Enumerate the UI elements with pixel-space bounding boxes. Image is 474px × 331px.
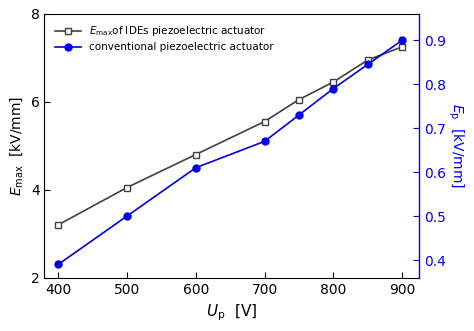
conventional piezoelectric actuator: [124, 214, 130, 218]
conventional piezoelectric actuator: [193, 166, 199, 170]
$E_{\mathrm{max}}$of IDEs piezoelectric actuator: [124, 186, 130, 190]
$E_{\mathrm{max}}$of IDEs piezoelectric actuator: [330, 80, 336, 84]
Line: $E_{\mathrm{max}}$of IDEs piezoelectric actuator: $E_{\mathrm{max}}$of IDEs piezoelectric …: [55, 43, 406, 228]
conventional piezoelectric actuator: [399, 38, 405, 42]
conventional piezoelectric actuator: [365, 63, 371, 67]
Y-axis label: $E_{\mathrm{p}}$  [kV/mm]: $E_{\mathrm{p}}$ [kV/mm]: [447, 103, 465, 188]
$E_{\mathrm{max}}$of IDEs piezoelectric actuator: [365, 58, 371, 62]
conventional piezoelectric actuator: [55, 262, 61, 266]
$E_{\mathrm{max}}$of IDEs piezoelectric actuator: [193, 153, 199, 157]
$E_{\mathrm{max}}$of IDEs piezoelectric actuator: [262, 119, 267, 123]
conventional piezoelectric actuator: [296, 113, 302, 117]
$E_{\mathrm{max}}$of IDEs piezoelectric actuator: [55, 223, 61, 227]
$E_{\mathrm{max}}$of IDEs piezoelectric actuator: [399, 45, 405, 49]
Legend: $E_{\mathrm{max}}$of IDEs piezoelectric actuator, conventional piezoelectric act: $E_{\mathrm{max}}$of IDEs piezoelectric …: [50, 19, 279, 58]
Y-axis label: $E_{\mathrm{max}}$  [kV/mm]: $E_{\mathrm{max}}$ [kV/mm]: [9, 96, 25, 196]
X-axis label: $\mathit{U}_{\mathrm{p}}$  [V]: $\mathit{U}_{\mathrm{p}}$ [V]: [206, 302, 257, 323]
conventional piezoelectric actuator: [262, 139, 267, 143]
conventional piezoelectric actuator: [330, 87, 336, 91]
$E_{\mathrm{max}}$of IDEs piezoelectric actuator: [296, 98, 302, 102]
Line: conventional piezoelectric actuator: conventional piezoelectric actuator: [55, 37, 406, 268]
